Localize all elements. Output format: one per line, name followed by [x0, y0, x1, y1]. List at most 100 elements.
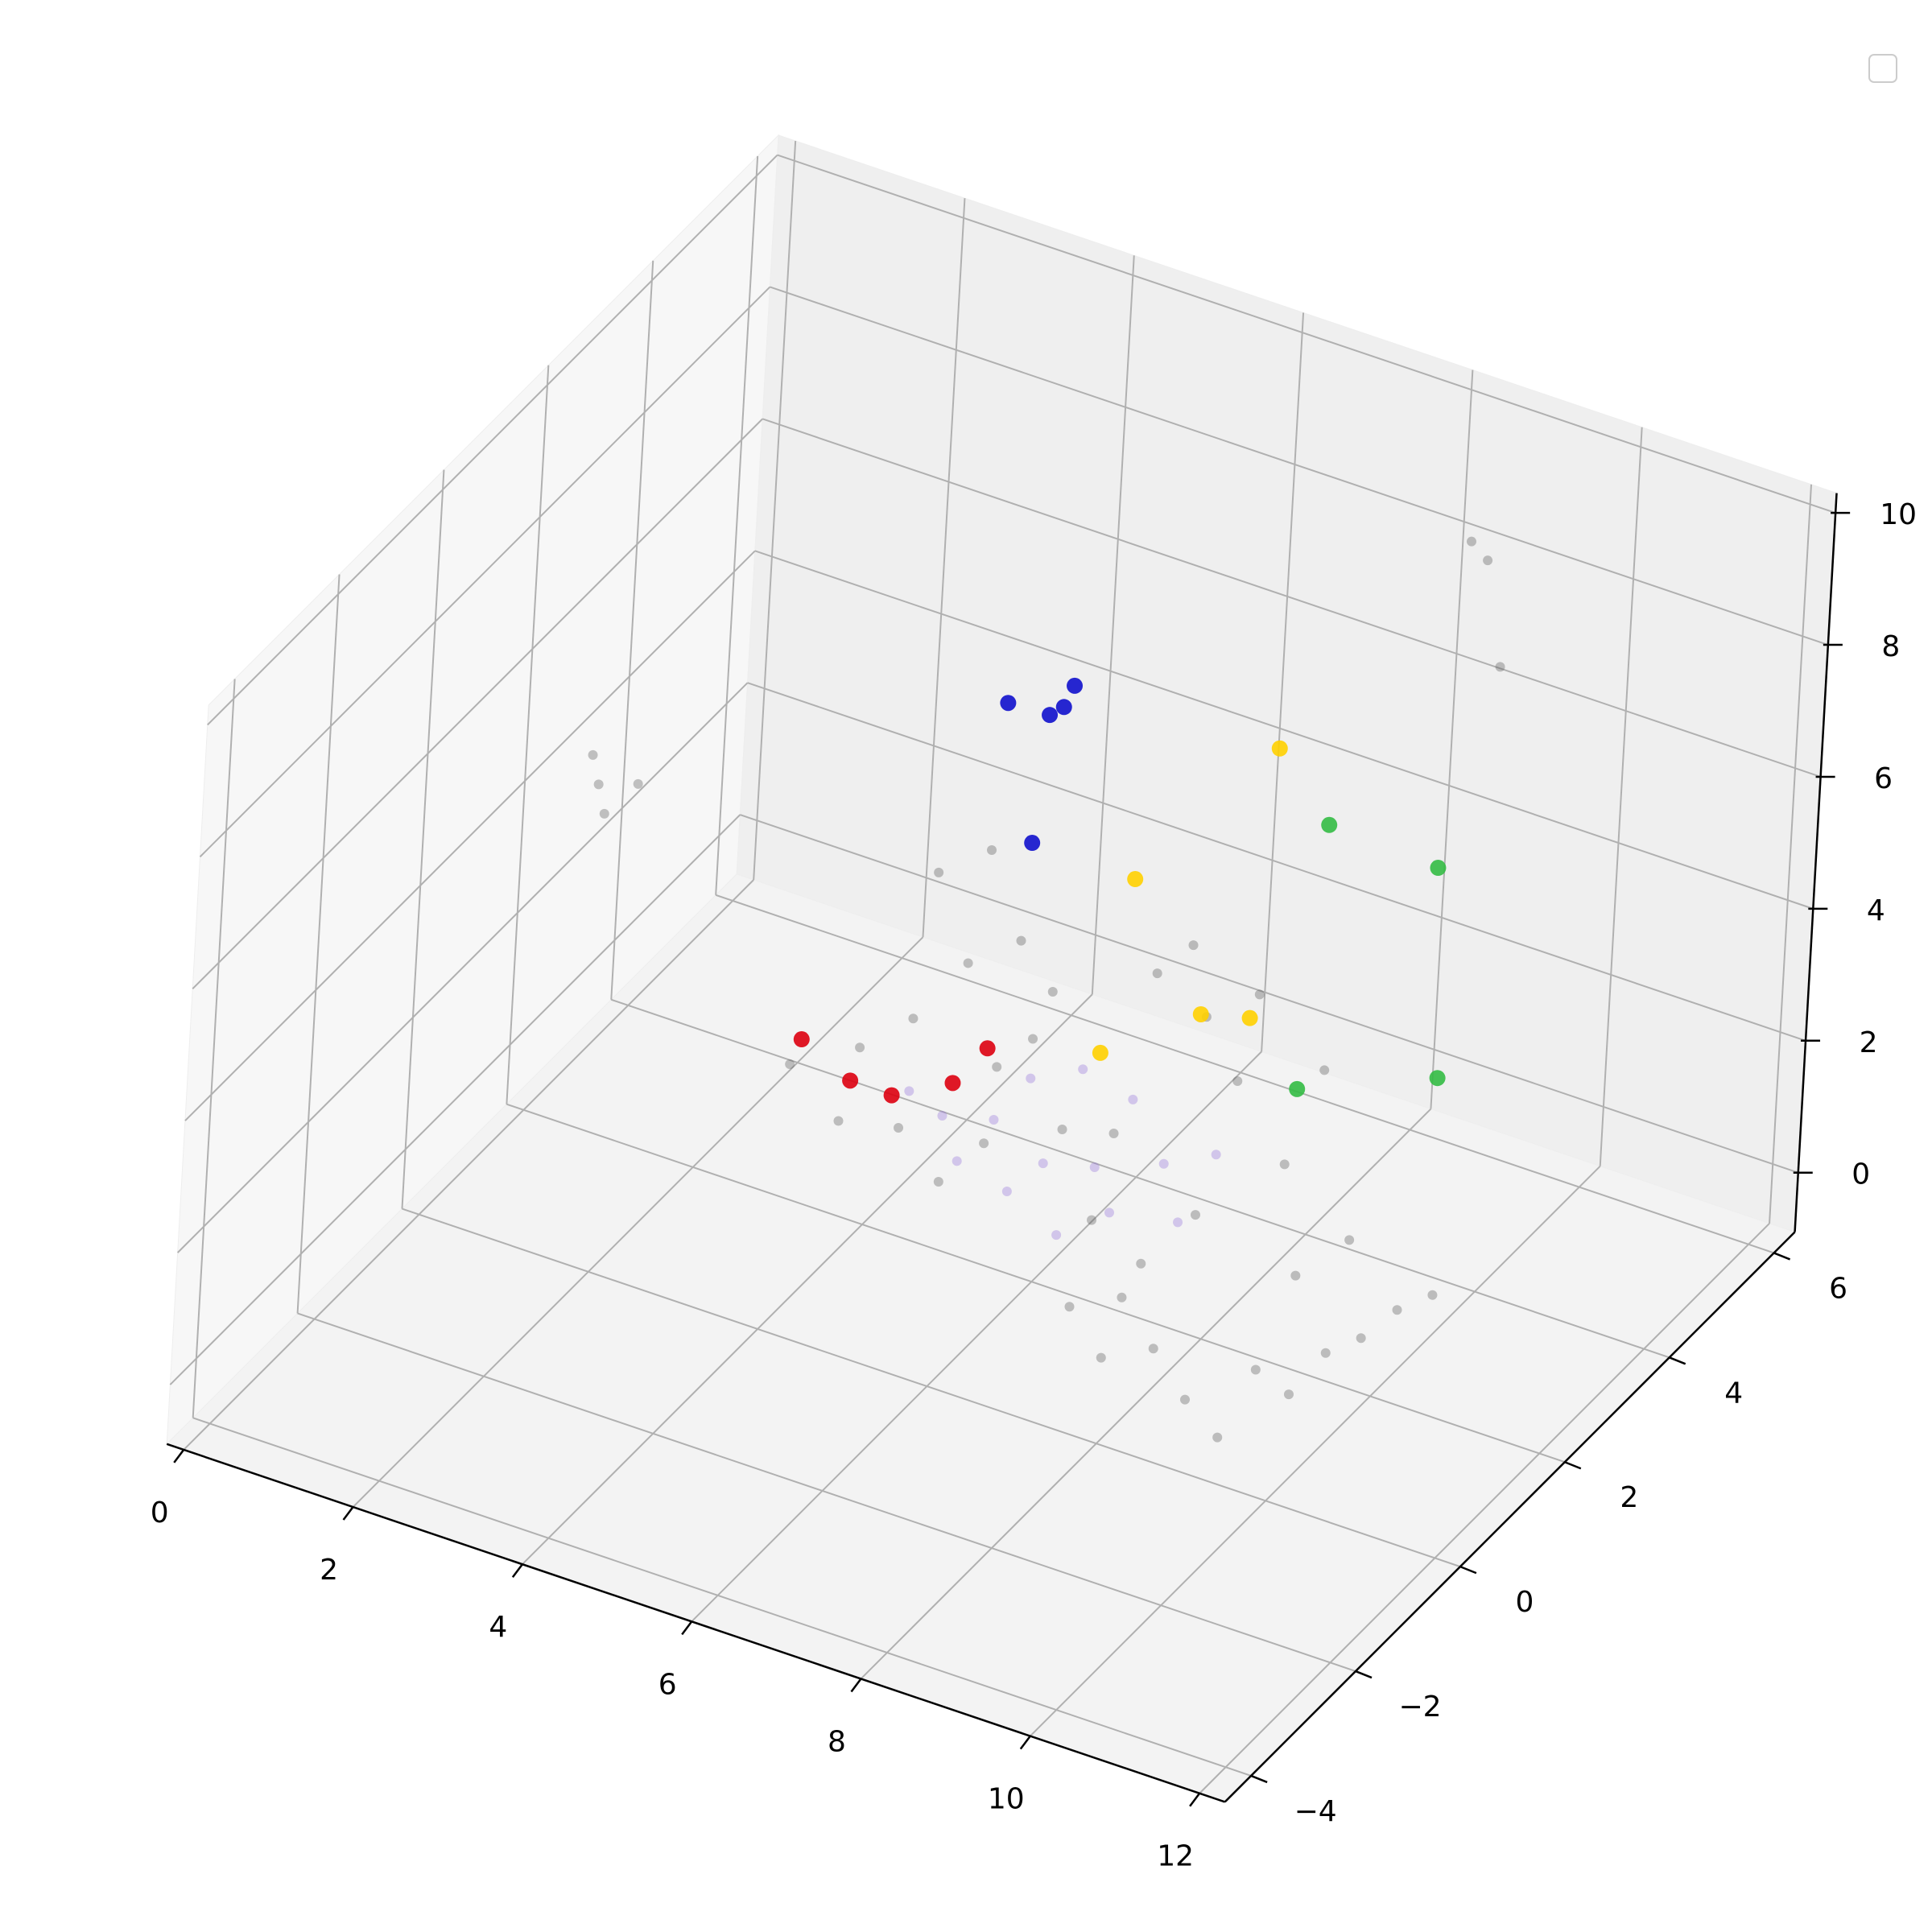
tick-mark — [1019, 1735, 1031, 1750]
grid-line — [860, 1108, 1432, 1680]
point — [842, 1072, 859, 1089]
grid-line — [192, 1417, 1252, 1777]
grid-line — [922, 198, 966, 938]
grid-line — [402, 1208, 1461, 1568]
y-tick-label: −4 — [1294, 1795, 1337, 1828]
tick-mark — [1773, 1252, 1791, 1261]
point — [904, 1086, 914, 1096]
grid-line — [183, 879, 754, 1451]
point — [1127, 871, 1144, 888]
point — [1211, 1150, 1221, 1160]
grid-line — [1030, 1165, 1601, 1737]
point — [908, 1013, 919, 1024]
grid-line — [352, 936, 924, 1508]
point — [593, 779, 604, 790]
grid-line — [506, 1103, 1566, 1463]
point — [1344, 1235, 1355, 1245]
point — [1096, 1352, 1106, 1363]
x-tick-label: 10 — [988, 1783, 1025, 1816]
point — [1158, 1158, 1169, 1169]
point — [1466, 536, 1476, 547]
point — [1191, 1210, 1200, 1220]
point — [1028, 1034, 1038, 1044]
point — [1087, 1215, 1097, 1225]
point — [1283, 1389, 1294, 1400]
grid-line — [506, 365, 550, 1104]
point — [1232, 1076, 1243, 1087]
point — [1064, 1302, 1075, 1312]
point — [599, 808, 609, 819]
point — [989, 1114, 999, 1125]
x-tick-label: 12 — [1157, 1840, 1194, 1873]
point — [1055, 699, 1072, 716]
point — [1026, 1073, 1036, 1084]
point — [1319, 1065, 1330, 1075]
point — [944, 1075, 961, 1092]
point — [1057, 1125, 1067, 1135]
point — [1180, 1394, 1191, 1405]
point — [1001, 1187, 1012, 1197]
y-axis — [1224, 1231, 1796, 1803]
x-tick-label: 2 — [320, 1554, 338, 1587]
point — [1067, 677, 1084, 694]
grid-line — [777, 154, 1836, 514]
point — [1290, 1270, 1301, 1281]
grid-line — [1430, 369, 1474, 1109]
tick-mark — [511, 1563, 523, 1578]
grid-line — [691, 1051, 1262, 1623]
x-tick-label: 0 — [151, 1496, 169, 1530]
y-tick-label: −2 — [1398, 1690, 1441, 1724]
point — [1128, 1094, 1138, 1104]
point — [1430, 860, 1447, 877]
point — [1092, 1044, 1108, 1061]
point — [894, 1123, 904, 1133]
point — [1078, 1064, 1088, 1075]
grid-line — [169, 814, 741, 1385]
grid-line — [522, 993, 1093, 1565]
tick-mark — [1355, 1670, 1373, 1679]
x-tick-label: 6 — [658, 1668, 677, 1701]
point — [1483, 555, 1493, 566]
grid-line — [753, 140, 797, 881]
z-axis — [1794, 493, 1838, 1232]
y-tick-label: 4 — [1724, 1377, 1743, 1410]
point — [1024, 835, 1041, 852]
point — [1254, 989, 1265, 1000]
tick-mark — [850, 1678, 862, 1693]
x-axis — [166, 1443, 1226, 1803]
z-tick-label: 10 — [1880, 498, 1917, 531]
point — [1356, 1333, 1366, 1344]
tick-mark — [342, 1506, 354, 1521]
point — [1089, 1162, 1100, 1173]
grid-line — [176, 682, 749, 1253]
point — [785, 1059, 795, 1070]
tick-mark — [1669, 1356, 1686, 1365]
point — [588, 749, 598, 760]
grid-line — [1199, 1223, 1770, 1794]
point — [1427, 1290, 1438, 1300]
point — [1289, 1080, 1306, 1097]
point — [1321, 816, 1338, 833]
y-tick-label: 6 — [1829, 1272, 1847, 1305]
point — [1188, 940, 1199, 951]
z-tick-label: 4 — [1867, 894, 1885, 927]
point — [934, 867, 944, 877]
grid-line — [715, 894, 1774, 1254]
grid-line — [184, 550, 756, 1121]
point — [793, 1031, 810, 1048]
point — [883, 1087, 900, 1104]
point — [633, 778, 643, 789]
point — [979, 1138, 989, 1149]
point — [1271, 740, 1288, 757]
tick-mark — [173, 1449, 185, 1463]
point — [1495, 662, 1505, 672]
grid-line — [770, 286, 1829, 646]
z-tick-label: 0 — [1852, 1158, 1870, 1191]
point — [987, 845, 997, 856]
grid-line — [754, 550, 1814, 910]
grid-line — [1261, 312, 1305, 1052]
z-tick-label: 2 — [1860, 1026, 1878, 1059]
y-tick-label: 0 — [1515, 1586, 1534, 1619]
point — [1320, 1348, 1331, 1358]
point — [1148, 1344, 1158, 1354]
